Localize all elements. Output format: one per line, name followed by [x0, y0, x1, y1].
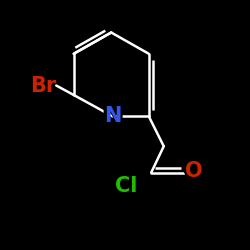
Text: N: N: [104, 106, 121, 126]
Text: Cl: Cl: [110, 172, 142, 200]
Text: Cl: Cl: [115, 176, 138, 196]
Text: O: O: [181, 157, 206, 185]
Text: Br: Br: [26, 72, 62, 100]
Text: Br: Br: [30, 76, 57, 96]
Text: N: N: [100, 102, 124, 130]
Text: O: O: [185, 161, 202, 181]
